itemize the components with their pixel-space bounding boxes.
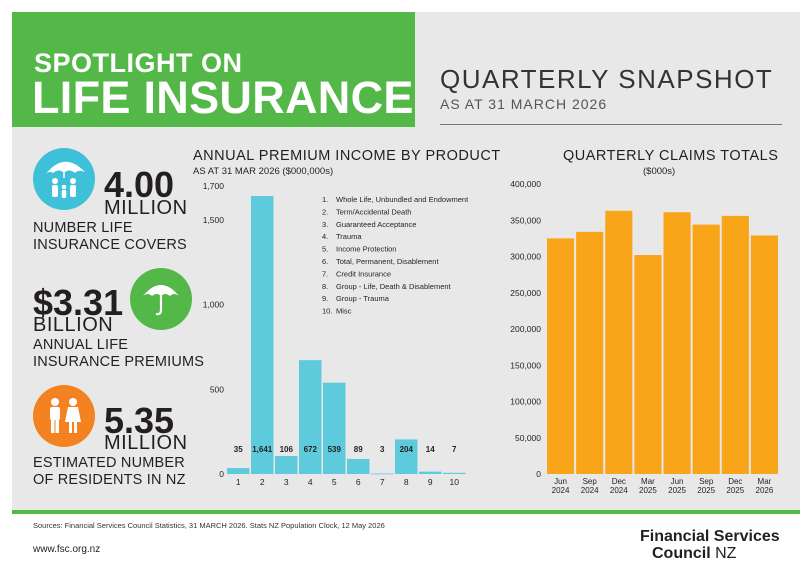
premium-chart-title: ANNUAL PREMIUM INCOME BY PRODUCT bbox=[193, 148, 501, 164]
residents-desc-line2: OF RESIDENTS IN NZ bbox=[33, 472, 186, 488]
sources-note: Sources: Financial Services Council Stat… bbox=[33, 521, 385, 530]
premiums-unit: BILLION bbox=[33, 314, 114, 336]
title-banner: SPOTLIGHT ON LIFE INSURANCE bbox=[12, 12, 415, 127]
header-divider bbox=[440, 124, 782, 125]
residents-desc-line1: ESTIMATED NUMBER bbox=[33, 455, 185, 471]
covers-unit: MILLION bbox=[104, 197, 188, 219]
residents-unit: MILLION bbox=[104, 432, 188, 454]
premiums-desc-line1: ANNUAL LIFE bbox=[33, 337, 129, 353]
covers-desc-line1: NUMBER LIFE bbox=[33, 220, 133, 236]
logo-line2: Council NZ bbox=[652, 545, 736, 563]
family-umbrella-icon bbox=[33, 148, 95, 210]
umbrella-icon bbox=[130, 268, 192, 330]
premiums-desc-line2: INSURANCE PREMIUMS bbox=[33, 354, 205, 370]
covers-desc-line2: INSURANCE COVERS bbox=[33, 237, 187, 253]
logo-line1: Financial Services bbox=[640, 528, 780, 545]
covers-value: 4.00 bbox=[104, 164, 175, 205]
logo-nz: NZ bbox=[710, 545, 737, 562]
snapshot-title: QUARTERLY SNAPSHOT bbox=[440, 64, 774, 94]
people-icon bbox=[33, 385, 95, 447]
premium-chart-subtitle: AS AT 31 MAR 2026 ($000,000s) bbox=[193, 166, 334, 177]
topic-title: LIFE INSURANCE bbox=[32, 72, 414, 123]
snapshot-date: AS AT 31 MARCH 2026 bbox=[440, 96, 608, 112]
premiums-value: $3.31 bbox=[33, 282, 124, 323]
logo-council: Council bbox=[652, 545, 711, 562]
website-link[interactable]: www.fsc.org.nz bbox=[33, 544, 101, 555]
claims-chart-subtitle: ($000s) bbox=[643, 166, 676, 177]
footer-divider bbox=[12, 510, 800, 514]
claims-chart-title: QUARTERLY CLAIMS TOTALS bbox=[563, 148, 779, 164]
residents-value: 5.35 bbox=[104, 400, 175, 441]
spotlight-label: SPOTLIGHT ON bbox=[34, 48, 243, 78]
